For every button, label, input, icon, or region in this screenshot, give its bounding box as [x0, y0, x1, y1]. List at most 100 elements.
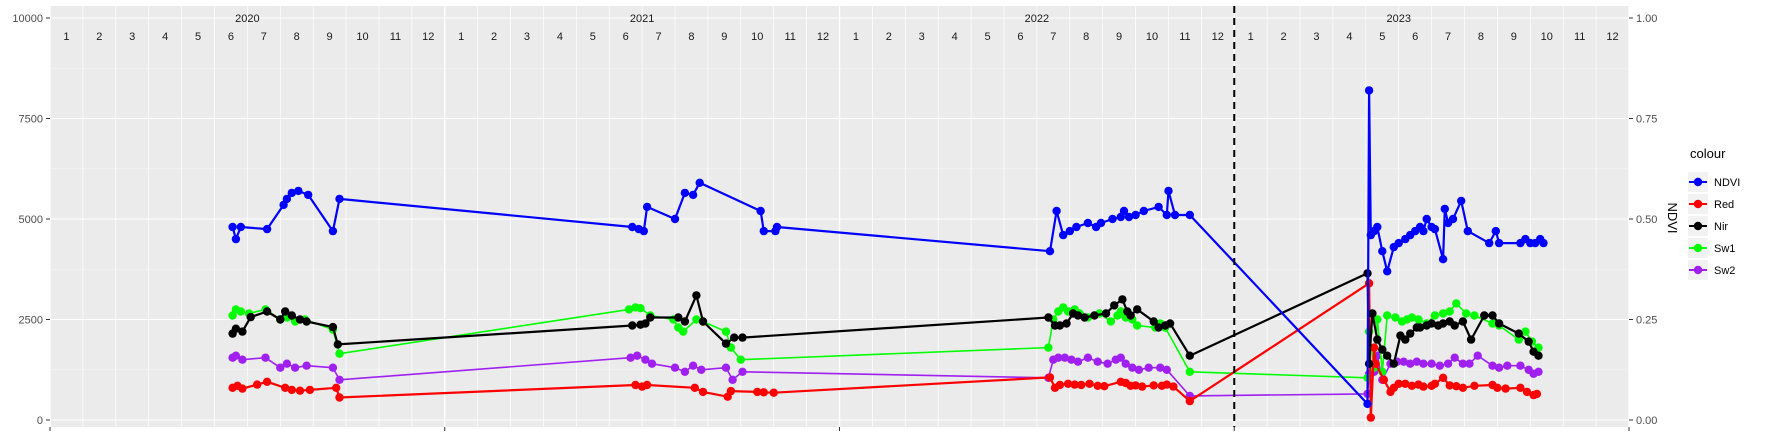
data-point-nir — [1126, 311, 1135, 320]
legend-label: Nir — [1714, 221, 1728, 233]
data-point-red — [1458, 383, 1468, 392]
month-label: 4 — [1346, 31, 1352, 43]
legend-label: Sw1 — [1714, 243, 1735, 255]
data-point-sw2 — [1121, 359, 1130, 368]
data-point-sw2 — [1156, 363, 1165, 372]
data-point-ndvi — [695, 178, 704, 187]
data-point-nir — [1458, 317, 1468, 326]
data-point-ndvi — [1083, 218, 1093, 228]
data-point-ndvi — [1440, 204, 1450, 214]
data-point-nir — [1368, 309, 1377, 318]
data-point-ndvi — [1457, 196, 1466, 206]
y-tick-label: 7500 — [19, 114, 43, 126]
data-point-sw2 — [1458, 359, 1468, 368]
data-point-red — [1070, 380, 1079, 389]
month-label: 3 — [919, 31, 925, 43]
data-point-sw1 — [1470, 311, 1479, 320]
legend-key-point — [1693, 177, 1703, 187]
data-point-red — [1430, 379, 1440, 388]
data-point-ndvi — [1154, 202, 1163, 212]
data-point-ndvi — [759, 226, 768, 236]
data-point-ndvi — [1170, 210, 1180, 220]
series-red — [228, 279, 1542, 422]
data-point-nir — [328, 322, 338, 332]
data-point-sw2 — [1406, 359, 1415, 368]
data-point-ndvi — [1373, 222, 1382, 232]
data-point-sw2 — [1534, 367, 1543, 376]
data-point-ndvi — [228, 222, 237, 232]
data-point-sw2 — [647, 359, 657, 368]
data-point-ndvi — [1430, 224, 1440, 234]
data-point-red — [642, 380, 652, 390]
year-label: 2023 — [1386, 13, 1410, 25]
data-point-nir — [1389, 359, 1399, 368]
data-point-sw1 — [1462, 309, 1471, 318]
data-point-nir — [1450, 321, 1459, 330]
data-point-sw1 — [1414, 315, 1423, 324]
data-point-ndvi — [1052, 206, 1061, 216]
series-nir — [228, 269, 1543, 368]
data-point-nir — [692, 291, 701, 300]
data-point-sw1 — [1445, 307, 1454, 316]
data-point-nir — [1373, 335, 1382, 344]
data-point-sw1 — [1514, 335, 1524, 344]
data-point-red — [1407, 381, 1417, 390]
year-label: 2020 — [235, 13, 259, 25]
data-point-sw2 — [633, 351, 642, 360]
data-point-sw1 — [335, 349, 344, 358]
data-point-red — [1371, 359, 1380, 368]
data-point-red — [1055, 380, 1065, 390]
data-point-ndvi — [282, 194, 292, 204]
series-ndvi — [228, 86, 1548, 409]
data-point-sw2 — [1516, 361, 1525, 370]
data-point-red — [690, 383, 699, 392]
data-point-ndvi — [756, 206, 765, 216]
data-point-ndvi — [1422, 214, 1431, 224]
data-point-nir — [1401, 335, 1410, 344]
data-point-red — [1045, 373, 1055, 382]
legend-key-point — [1693, 265, 1703, 275]
data-point-nir — [302, 317, 311, 326]
y2-tick-label: 1.00 — [1636, 13, 1657, 25]
data-point-red — [1379, 375, 1389, 384]
data-point-red — [769, 388, 778, 397]
data-point-sw2 — [738, 367, 747, 376]
month-label: 1 — [63, 31, 69, 43]
data-point-nir — [698, 317, 708, 326]
data-point-red — [1131, 381, 1140, 390]
legend-label: NDVI — [1714, 177, 1740, 189]
data-point-sw2 — [697, 365, 706, 374]
data-point-red — [759, 388, 768, 397]
month-label: 12 — [422, 31, 434, 43]
y-tick-label: 0 — [37, 415, 43, 427]
data-point-sw2 — [1103, 359, 1112, 368]
data-point-sw1 — [1185, 367, 1195, 376]
data-point-nir — [1378, 345, 1387, 354]
data-point-sw2 — [688, 361, 698, 370]
y2-tick-label: 0.75 — [1636, 114, 1657, 126]
data-point-sw2 — [1116, 353, 1126, 362]
data-point-red — [1100, 382, 1109, 391]
month-label: 2 — [1281, 31, 1287, 43]
data-point-sw1 — [1407, 313, 1417, 322]
data-point-sw2 — [626, 353, 635, 362]
grid-layer — [49, 6, 1630, 427]
y2-tick-label: 0.25 — [1636, 315, 1657, 327]
data-point-sw2 — [1503, 361, 1512, 370]
data-point-ndvi — [262, 224, 272, 234]
data-point-ndvi — [1185, 210, 1195, 220]
data-point-ndvi — [1059, 230, 1068, 240]
data-point-red — [238, 384, 247, 393]
data-point-sw1 — [236, 307, 245, 316]
data-point-ndvi — [1164, 186, 1173, 196]
data-point-sw1 — [636, 304, 645, 313]
y-tick-label: 2500 — [19, 315, 43, 327]
data-point-sw2 — [1419, 359, 1428, 368]
legend: colour NDVI Red Nir Sw1 Sw2 — [1688, 146, 1740, 280]
data-point-sw2 — [1093, 357, 1102, 366]
data-point-ndvi — [1491, 226, 1501, 236]
data-point-ndvi — [335, 194, 344, 204]
month-label: 10 — [751, 31, 763, 43]
data-point-nir — [1090, 311, 1099, 320]
